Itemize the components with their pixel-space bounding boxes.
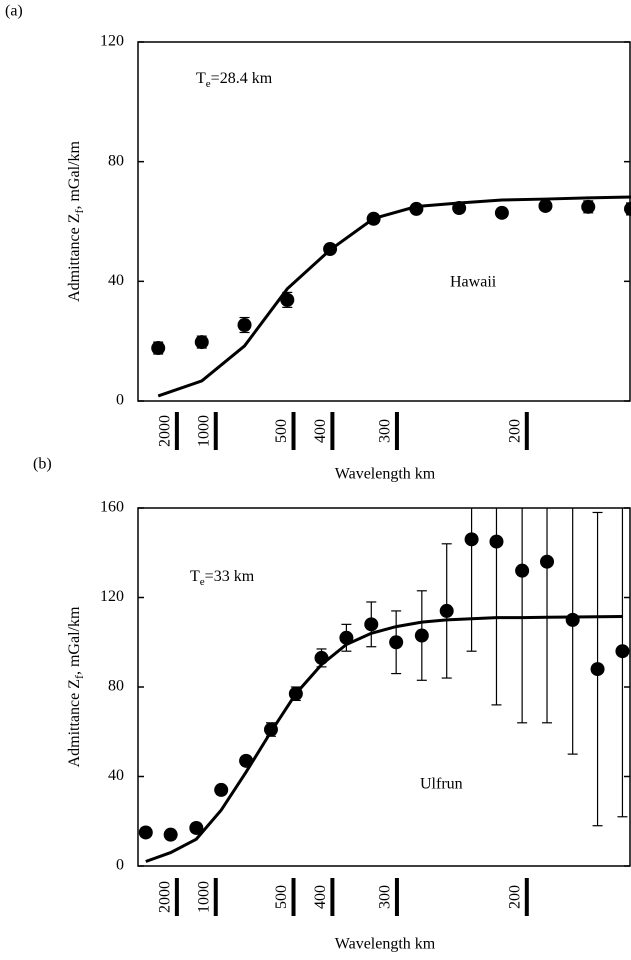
x-tick-label: 400 [312,885,329,909]
x-tick-label: 400 [312,419,329,443]
data-point [624,201,631,216]
x-tick-label: 2000 [157,415,174,447]
y-label-main: Admittance Z [66,214,83,302]
y-tick-label: 80 [108,678,124,695]
panel-label: (a) [5,3,23,20]
y-label-main: Admittance Z [66,679,83,767]
x-tick-label: 200 [506,885,523,909]
x-tick-label: 500 [273,885,290,909]
data-point [237,318,252,333]
y-tick-label: 0 [116,392,124,409]
data-point [464,532,479,547]
plot-content [151,195,631,398]
y-tick-label: 120 [100,588,124,605]
x-tick-label: 200 [506,419,523,443]
y-label-unit: , mGal/km [66,606,83,675]
y-tick-label: 40 [108,272,124,289]
y-tick-label: 120 [100,33,124,50]
data-point [314,650,329,665]
data-point [366,211,381,226]
y-tick-label: 80 [108,152,124,169]
data-point [239,753,254,768]
y-tick-label: 160 [100,499,124,516]
model-curve [145,615,623,863]
x-tick-label: 300 [377,885,394,909]
data-point [364,617,379,632]
data-point [590,662,605,677]
data-point [565,612,580,627]
annotation-rest: =28.4 km [211,70,273,87]
x-tick-label: 1000 [195,415,212,447]
x-tick-label: 500 [273,419,290,443]
data-point [515,563,530,578]
annotation-sub: e [200,576,205,588]
plot-frame [137,507,631,867]
plot-content [138,508,630,863]
y-label-sub: f [72,210,86,214]
annotation-main: T [196,70,206,87]
x-tick-label: 2000 [157,881,174,913]
region-label: Hawaii [450,274,497,291]
plot-frame [137,41,631,402]
region-label: Ulfrun [420,776,463,793]
y-label-sub: f [72,675,86,679]
data-point [323,242,338,257]
model-curve [157,195,631,398]
data-point [540,554,555,569]
x-axis-label: Wavelength km [335,466,436,483]
annotation-rest: =33 km [205,568,255,585]
annotation-sub: e [206,78,211,90]
y-axis-label: Admittance Zf, mGal/km [66,606,86,767]
data-point [280,292,295,307]
y-tick-label: 40 [108,767,124,784]
y-label-unit: , mGal/km [66,141,83,210]
data-point [138,825,153,840]
annotation: Te=28.4 km [196,70,273,90]
data-point [389,635,404,650]
data-point [494,205,509,220]
data-point [414,628,429,643]
data-point [151,341,166,356]
data-point [288,686,303,701]
data-point [538,198,553,213]
data-point [409,201,424,216]
x-tick-label: 300 [377,419,394,443]
data-point [439,603,454,618]
data-point [489,534,504,549]
data-point [189,820,204,835]
annotation-main: T [190,568,200,585]
y-axis-label: Admittance Zf, mGal/km [66,141,86,302]
data-point [214,782,229,797]
data-point [263,722,278,737]
y-tick-label: 0 [116,857,124,874]
x-tick-label: 1000 [195,881,212,913]
data-point [581,199,596,214]
data-point [194,335,209,350]
x-axis-label: Wavelength km [335,936,436,953]
data-point [452,201,467,216]
data-point [615,644,630,659]
panel-label: (b) [33,456,52,473]
data-point [163,827,178,842]
data-point [339,630,354,645]
annotation: Te=33 km [190,568,255,588]
